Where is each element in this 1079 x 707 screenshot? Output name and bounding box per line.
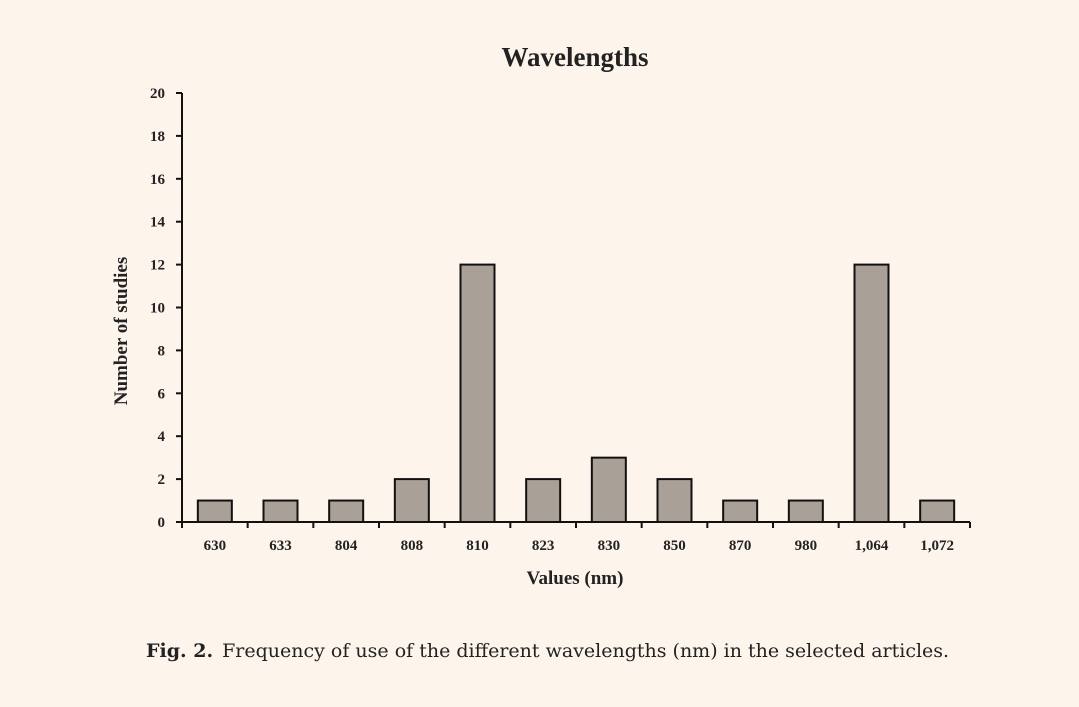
bar — [328, 499, 365, 523]
bar — [459, 263, 496, 523]
x-tick-label: 980 — [795, 538, 818, 554]
x-axis-label: Values (nm) — [527, 568, 624, 589]
y-tick-label: 8 — [158, 343, 166, 359]
chart-title: Wavelengths — [501, 42, 648, 72]
x-tick-label: 850 — [663, 538, 686, 554]
x-tick-label: 830 — [598, 538, 621, 554]
x-tick-label: 633 — [269, 538, 292, 554]
bar — [262, 499, 299, 523]
x-tick-label: 804 — [335, 538, 358, 554]
y-axis-label: Number of studies — [111, 257, 132, 406]
y-tick-label: 20 — [150, 86, 165, 102]
x-tick-label: 630 — [204, 538, 227, 554]
bar — [919, 499, 956, 523]
caption-text: Frequency of use of the different wavele… — [222, 640, 950, 662]
bar — [722, 499, 759, 523]
x-tick-label: 870 — [729, 538, 752, 554]
bar — [393, 478, 430, 524]
figure-caption: Fig. 2. Frequency of use of the differen… — [146, 640, 949, 662]
x-tick-label: 810 — [466, 538, 489, 554]
y-tick-label: 4 — [158, 429, 166, 445]
bar — [590, 456, 627, 523]
x-tick-label: 808 — [401, 538, 424, 554]
bar — [525, 478, 562, 524]
y-tick-label: 14 — [150, 215, 166, 231]
y-tick-label: 2 — [158, 472, 166, 488]
bar-chart: Wavelengths Number of studies Values (nm… — [111, 42, 971, 589]
caption-label: Fig. 2. — [146, 640, 214, 662]
bar — [853, 263, 890, 523]
y-tick-label: 10 — [150, 301, 165, 317]
bar — [196, 499, 233, 523]
y-tick-label: 0 — [158, 515, 166, 531]
y-tick-label: 12 — [150, 258, 165, 274]
y-tick-label: 6 — [158, 386, 166, 402]
y-tick-label: 18 — [150, 129, 165, 145]
x-tick-label: 1,072 — [920, 538, 954, 554]
x-tick-label: 823 — [532, 538, 555, 554]
y-tick-label: 16 — [150, 172, 166, 188]
x-tick-label: 1,064 — [855, 538, 889, 554]
bar — [787, 499, 824, 523]
bar — [656, 478, 693, 524]
